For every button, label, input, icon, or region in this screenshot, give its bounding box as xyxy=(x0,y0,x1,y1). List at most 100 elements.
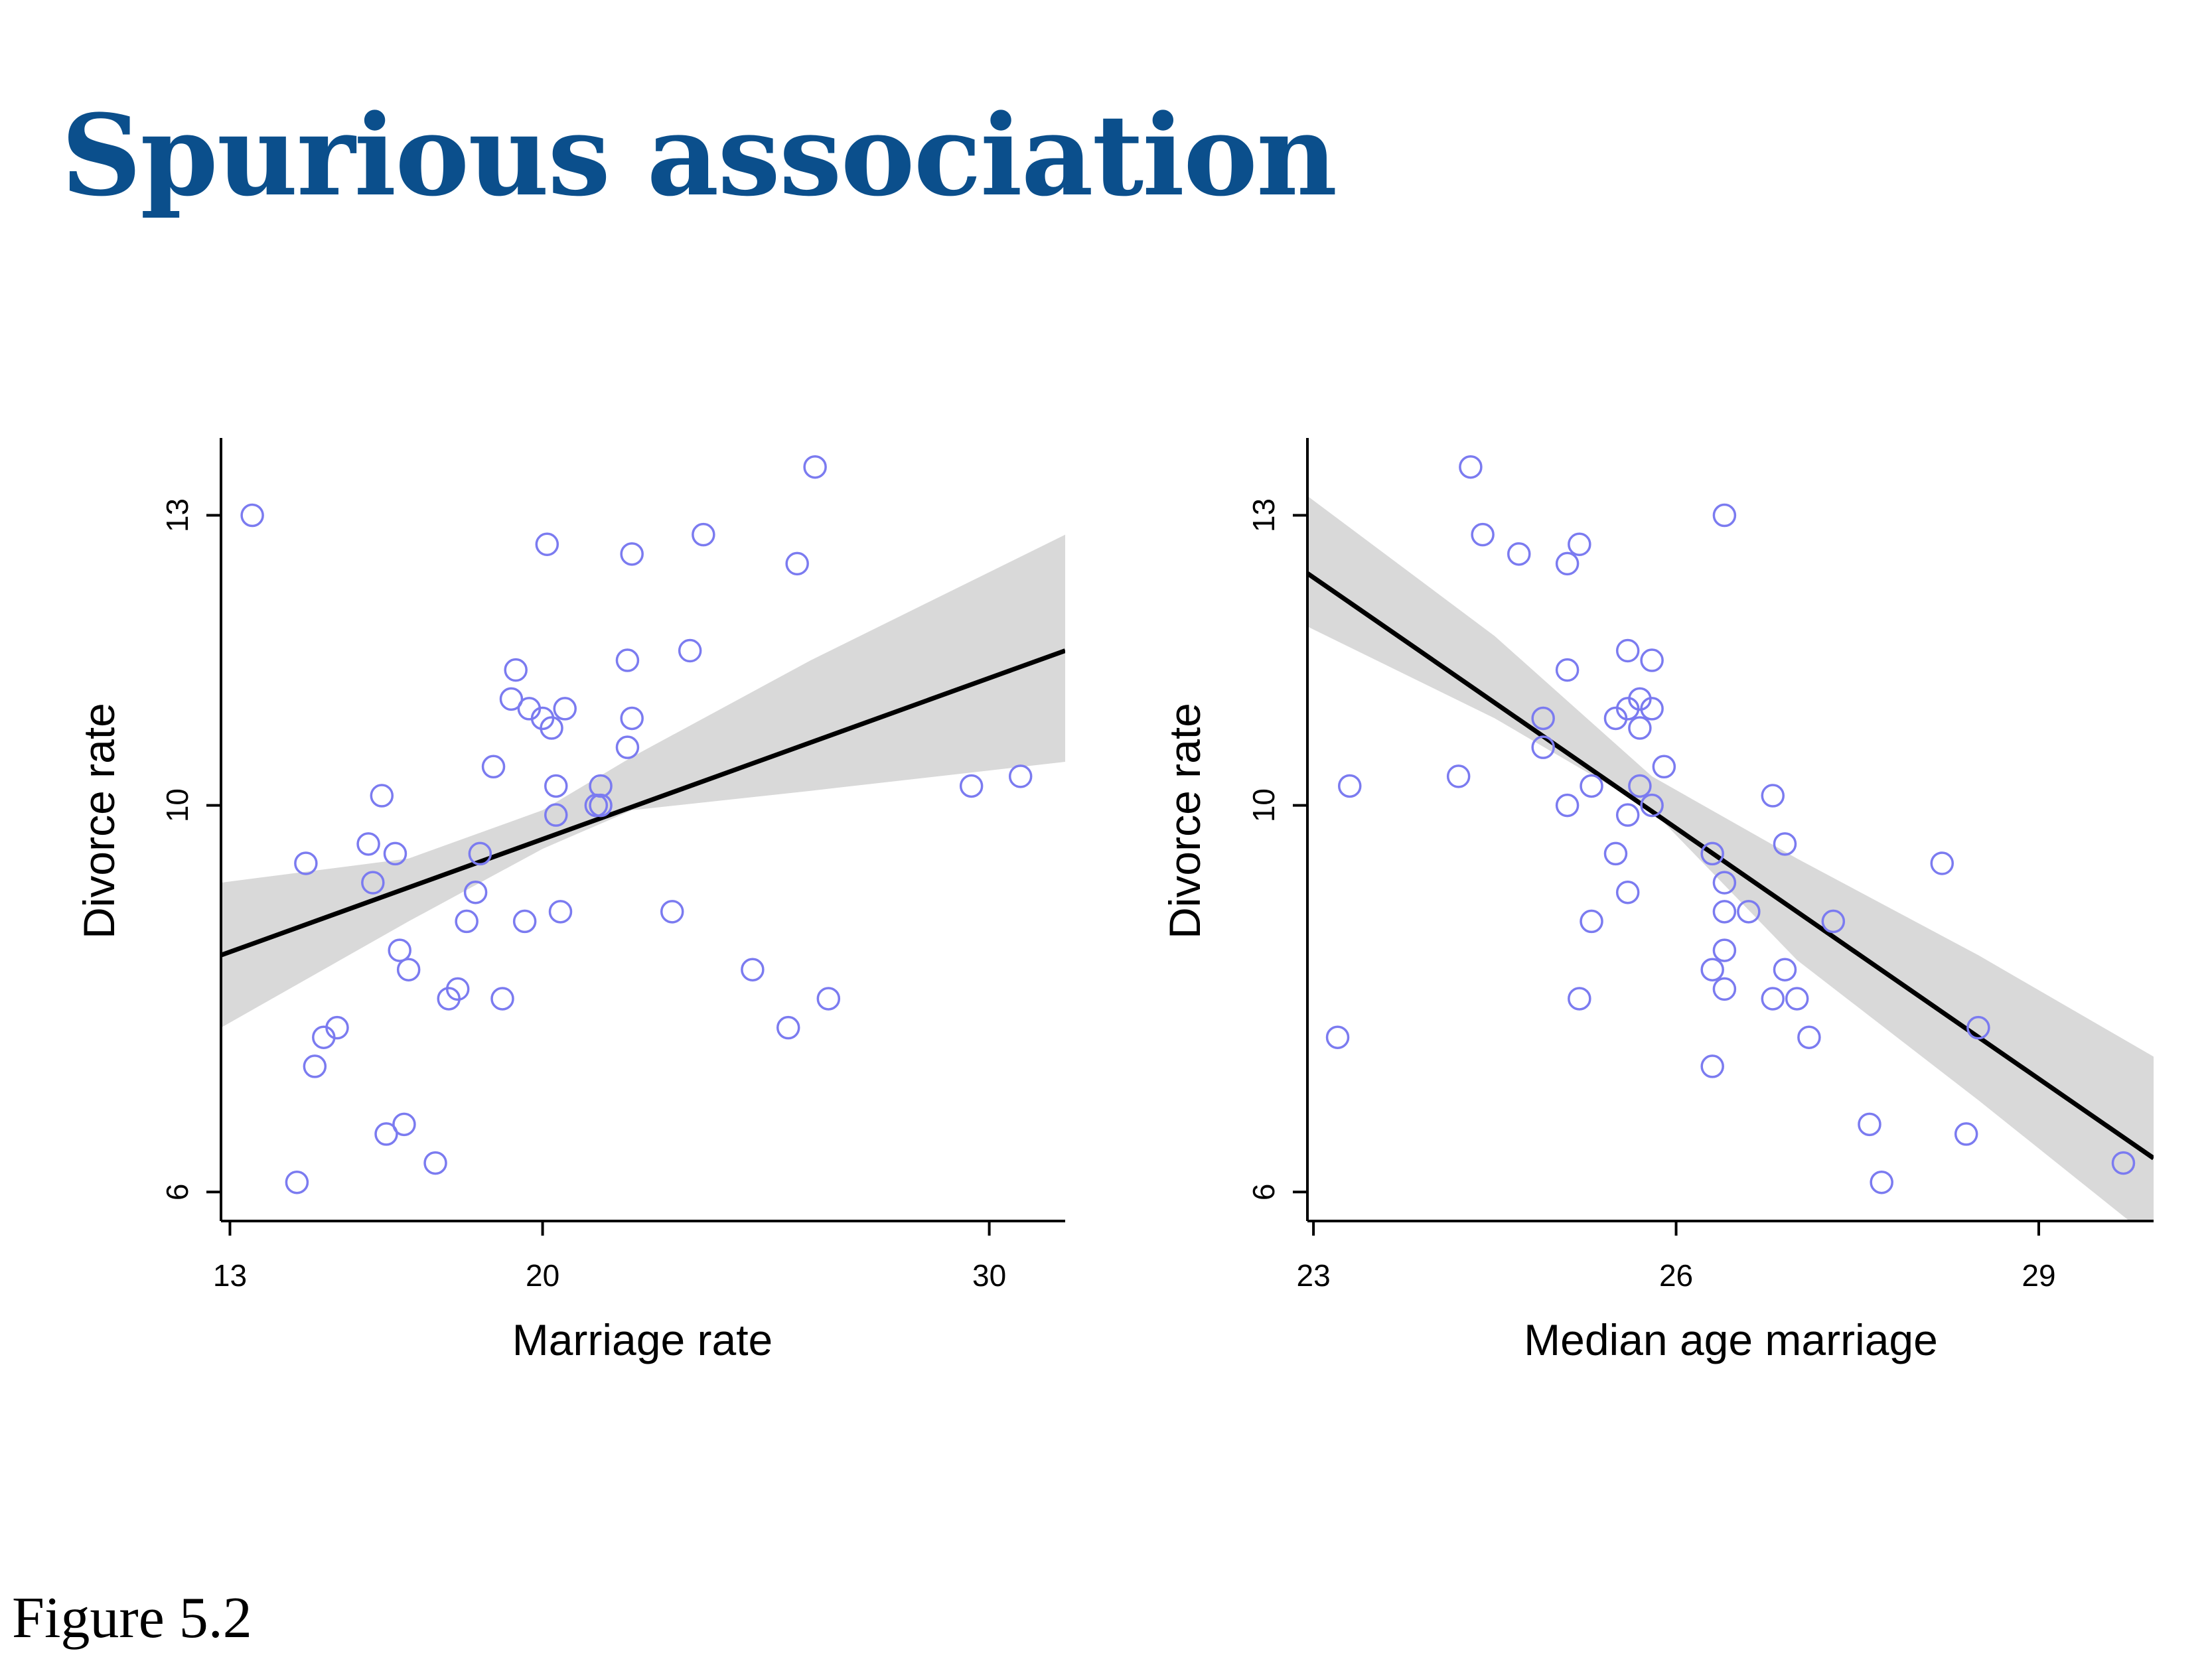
data-point xyxy=(1568,987,1591,1011)
data-point xyxy=(1761,987,1785,1011)
y-tick-label: 10 xyxy=(1246,788,1281,822)
data-point xyxy=(678,638,702,663)
y-tick-label: 6 xyxy=(160,1183,194,1200)
data-point xyxy=(240,503,264,528)
x-tick-label: 26 xyxy=(1659,1258,1693,1293)
data-point xyxy=(553,697,577,721)
data-point xyxy=(741,958,765,981)
slide-title: Spurious association xyxy=(61,90,1337,221)
data-point xyxy=(1531,706,1555,731)
data-point xyxy=(1580,774,1603,798)
data-point xyxy=(481,755,506,779)
data-point xyxy=(1712,900,1737,924)
data-point xyxy=(1858,1112,1881,1137)
data-point xyxy=(803,455,827,479)
data-point xyxy=(1761,784,1785,808)
data-point xyxy=(374,1122,398,1146)
figure-caption: Figure 5.2 xyxy=(12,1586,252,1650)
data-point xyxy=(1555,658,1580,682)
data-point xyxy=(776,1015,800,1040)
data-point xyxy=(959,774,984,798)
data-point xyxy=(396,958,421,981)
data-point xyxy=(1737,900,1761,924)
y-axis-title: Divorce rate xyxy=(1160,703,1209,939)
data-point xyxy=(1640,793,1664,818)
data-point xyxy=(1531,735,1555,759)
x-tick-label: 13 xyxy=(213,1258,247,1293)
median-age-chart: Median age marriage Divorce rate 23 26 29 6… xyxy=(1160,438,2154,1364)
data-point xyxy=(1640,648,1664,672)
data-point xyxy=(1712,938,1737,962)
data-point xyxy=(325,1015,349,1040)
data-point xyxy=(548,900,573,924)
data-point xyxy=(463,880,488,904)
data-point xyxy=(1555,793,1580,818)
x-axis-title: Median age marriage xyxy=(1524,1315,1938,1364)
data-point xyxy=(1797,1025,1821,1049)
y-axis-title: Divorce rate xyxy=(74,703,123,939)
data-point xyxy=(1507,542,1531,566)
data-point xyxy=(1930,851,1954,875)
data-point xyxy=(370,784,394,808)
data-point xyxy=(388,938,411,962)
data-point xyxy=(1615,880,1640,904)
data-point xyxy=(1773,832,1797,856)
data-point xyxy=(1555,551,1580,576)
data-point xyxy=(535,532,559,556)
data-point xyxy=(692,522,715,547)
x-axis-title: Marriage rate xyxy=(512,1315,773,1364)
data-point xyxy=(1652,755,1676,779)
data-point xyxy=(455,909,479,934)
data-point xyxy=(356,832,380,856)
y-tick-label: 13 xyxy=(160,498,194,532)
data-point xyxy=(544,774,568,798)
regression-line xyxy=(221,648,1065,958)
data-point xyxy=(504,658,528,682)
x-tick-label: 30 xyxy=(972,1258,1006,1293)
data-point xyxy=(1628,774,1652,798)
data-point xyxy=(1446,764,1471,788)
confidence-band xyxy=(221,534,1065,1028)
data-point xyxy=(1712,503,1737,528)
data-point xyxy=(1603,841,1628,866)
data-point xyxy=(620,706,644,731)
data-point xyxy=(1712,871,1737,895)
data-point xyxy=(1008,764,1033,788)
data-point xyxy=(1700,1054,1724,1078)
x-tick-label: 23 xyxy=(1297,1258,1331,1293)
data-point xyxy=(1773,958,1797,981)
data-point xyxy=(392,1112,416,1137)
data-point xyxy=(1640,697,1664,721)
data-point xyxy=(383,841,407,866)
data-point xyxy=(361,871,385,895)
data-point xyxy=(1325,1025,1350,1049)
marriage-rate-chart: Marriage rate Divorce rate 13 20 30 6 10 13 xyxy=(74,438,1065,1364)
data-point xyxy=(1785,987,1809,1011)
data-point xyxy=(1580,909,1603,934)
data-point xyxy=(1700,958,1724,981)
data-point xyxy=(303,1054,327,1078)
data-point xyxy=(589,774,613,798)
data-point xyxy=(589,793,613,818)
data-point xyxy=(1821,909,1846,934)
data-point xyxy=(620,542,644,566)
data-point xyxy=(615,648,640,672)
x-tick-label: 29 xyxy=(2022,1258,2055,1293)
data-point xyxy=(423,1151,447,1175)
regression-line xyxy=(1307,571,2154,1161)
data-point xyxy=(1615,638,1640,663)
data-point xyxy=(1615,803,1640,827)
data-point xyxy=(445,977,470,1001)
y-tick-label: 6 xyxy=(1246,1183,1281,1200)
data-point xyxy=(544,803,568,827)
data-point xyxy=(1700,841,1724,866)
data-point xyxy=(1954,1122,1978,1146)
data-point xyxy=(490,987,514,1011)
data-point xyxy=(1712,977,1737,1001)
data-point xyxy=(615,735,640,759)
data-point xyxy=(1338,774,1362,798)
data-point xyxy=(2111,1151,2136,1175)
data-point xyxy=(1568,532,1591,556)
data-point xyxy=(1966,1015,1990,1040)
